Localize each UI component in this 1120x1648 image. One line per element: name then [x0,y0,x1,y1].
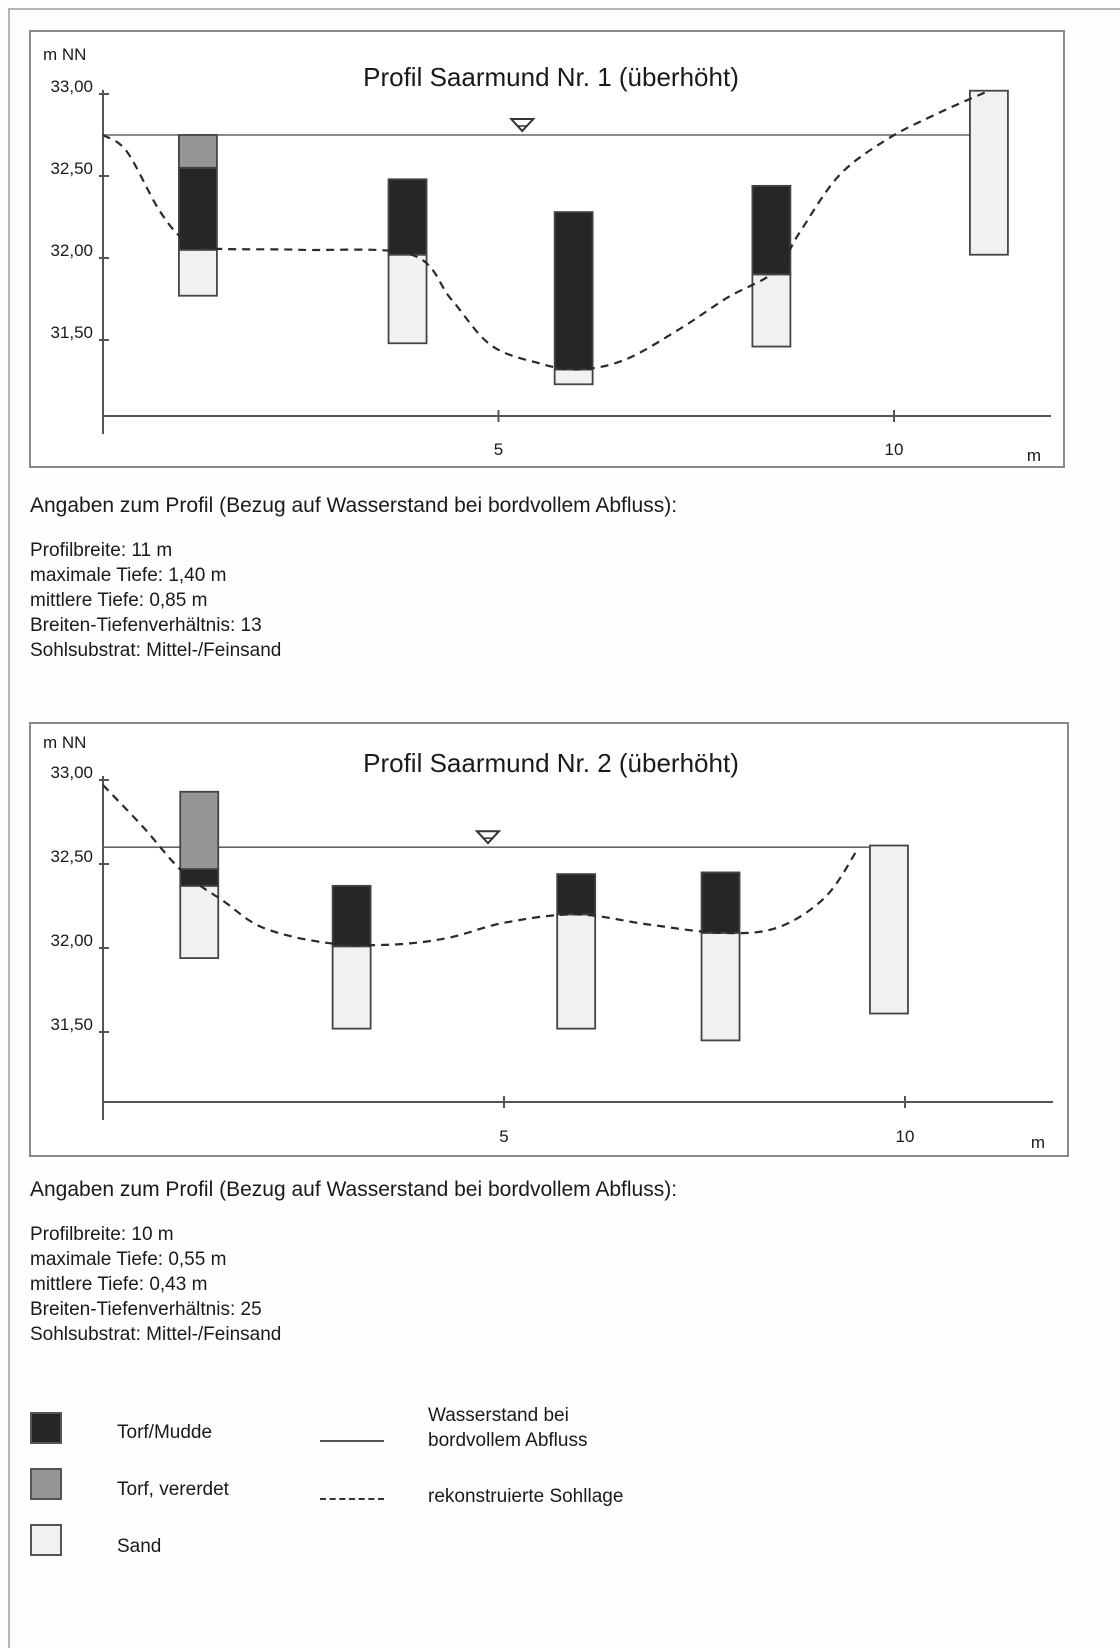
profile-chart-1: Profil Saarmund Nr. 1 (überhöht) m NN 33,0… [29,30,1065,468]
profile-chart-svg: Profil Saarmund Nr. 2 (überhöht) m NN 33,0… [43,733,1053,1152]
profile2-info-heading: Angaben zum Profil (Bezug auf Wasserstan… [30,1178,678,1201]
core-layer-torf-mudde [331,884,372,948]
core-layer-torf-vererdet [179,790,220,870]
y-tick-label: 32,50 [50,159,93,178]
page-frame [8,8,1120,1648]
profile2-info: Angaben zum Profil (Bezug auf Wasserstan… [30,1178,677,1347]
core-layer-torf-mudde [178,166,218,251]
x-axis-unit-label: m [1031,1133,1045,1152]
profile2-info-line: Breiten-Tiefenverhältnis: 25 [30,1299,262,1320]
profile1-info-line: Profilbreite: 11 m [30,540,173,561]
y-tick-label: 31,50 [50,323,93,342]
x-axis-unit-label: m [1027,446,1041,465]
x-tick-label: 10 [896,1127,915,1146]
sohllage-curve [102,89,990,371]
y-axis-unit-label: m NN [43,733,86,752]
y-tick-label: 32,00 [50,241,93,260]
water-level-marker [474,830,502,845]
profile-chart-svg: Profil Saarmund Nr. 1 (überhöht) m NN 33,0… [43,45,1051,465]
water-level-marker [508,118,536,133]
y-tick-label: 33,00 [50,77,93,96]
y-tick-label: 31,50 [50,1015,93,1034]
core-layer-sand [556,913,597,1030]
y-axis-unit-label: m NN [43,45,86,64]
core-layer-sand [179,884,220,959]
chart-title: Profil Saarmund Nr. 1 (überhöht) [363,62,739,92]
y-tick-label: 32,50 [50,847,93,866]
profile1-info-line: Sohlsubstrat: Mittel-/Feinsand [30,640,282,661]
x-tick-label: 10 [885,440,904,459]
core-layer-torf-vererdet [178,134,218,169]
core-layer-sand [969,89,1009,256]
core-layer-sand [178,248,218,297]
profile1-info-line: maximale Tiefe: 1,40 m [30,565,227,586]
profile1-info-line: Breiten-Tiefenverhältnis: 13 [30,615,262,636]
profile2-info-line: Profilbreite: 10 m [30,1224,174,1245]
core-layer-sand [751,273,792,348]
profile2-info-line: Sohlsubstrat: Mittel-/Feinsand [30,1324,282,1345]
core-layer-sand [869,844,909,1015]
core-layer-torf-mudde [179,868,220,887]
x-tick-label: 5 [499,1127,508,1146]
profile1-info-line: mittlere Tiefe: 0,85 m [30,590,208,611]
core-layer-sand [331,945,372,1030]
y-tick-label: 32,00 [50,931,93,950]
core-layer-torf-mudde [700,871,741,934]
profile1-info-heading: Angaben zum Profil (Bezug auf Wasserstan… [30,494,678,517]
core-layer-torf-mudde [556,873,597,916]
chart-title: Profil Saarmund Nr. 2 (überhöht) [363,748,739,778]
sohllage-curve [102,784,858,947]
profile2-info-line: maximale Tiefe: 0,55 m [30,1249,227,1270]
core-layer-sand [387,253,428,345]
x-tick-label: 5 [494,440,503,459]
profile1-info: Angaben zum Profil (Bezug auf Wasserstan… [30,494,677,663]
core-layer-torf-mudde [387,178,428,256]
core-layer-sand [553,368,594,386]
y-tick-label: 33,00 [50,763,93,782]
profile2-info-line: mittlere Tiefe: 0,43 m [30,1274,208,1295]
profile-chart-2: Profil Saarmund Nr. 2 (überhöht) m NN 33,0… [29,722,1069,1157]
core-layer-torf-mudde [553,211,594,371]
core-layer-sand [700,931,741,1042]
